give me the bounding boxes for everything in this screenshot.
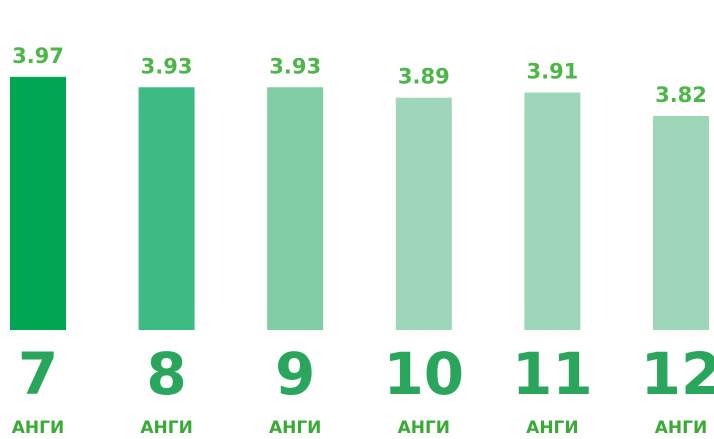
grade-suffix: АНГИ	[398, 418, 450, 438]
value-label: 3.89	[398, 65, 450, 89]
bar	[10, 76, 66, 330]
bar	[395, 97, 452, 331]
value-label: 3.82	[655, 83, 707, 107]
bar	[267, 87, 324, 331]
bar	[138, 87, 195, 331]
value-label: 3.93	[141, 54, 193, 78]
grade-suffix: АНГИ	[12, 418, 64, 438]
bar	[524, 92, 581, 331]
grade-number: 9	[275, 340, 315, 408]
grade-number: 7	[18, 340, 58, 408]
value-label: 3.97	[12, 44, 64, 68]
grade-suffix: АНГИ	[269, 418, 321, 438]
grade-number: 8	[146, 340, 186, 408]
grade-number: 12	[641, 340, 714, 408]
grade-suffix: АНГИ	[526, 418, 578, 438]
value-label: 3.93	[269, 54, 321, 78]
value-label: 3.91	[526, 59, 578, 83]
grade-number: 11	[512, 340, 593, 408]
grade-suffix: АНГИ	[655, 418, 707, 438]
bar	[653, 115, 709, 330]
grade-suffix: АНГИ	[140, 418, 192, 438]
grade-number: 10	[383, 340, 464, 408]
